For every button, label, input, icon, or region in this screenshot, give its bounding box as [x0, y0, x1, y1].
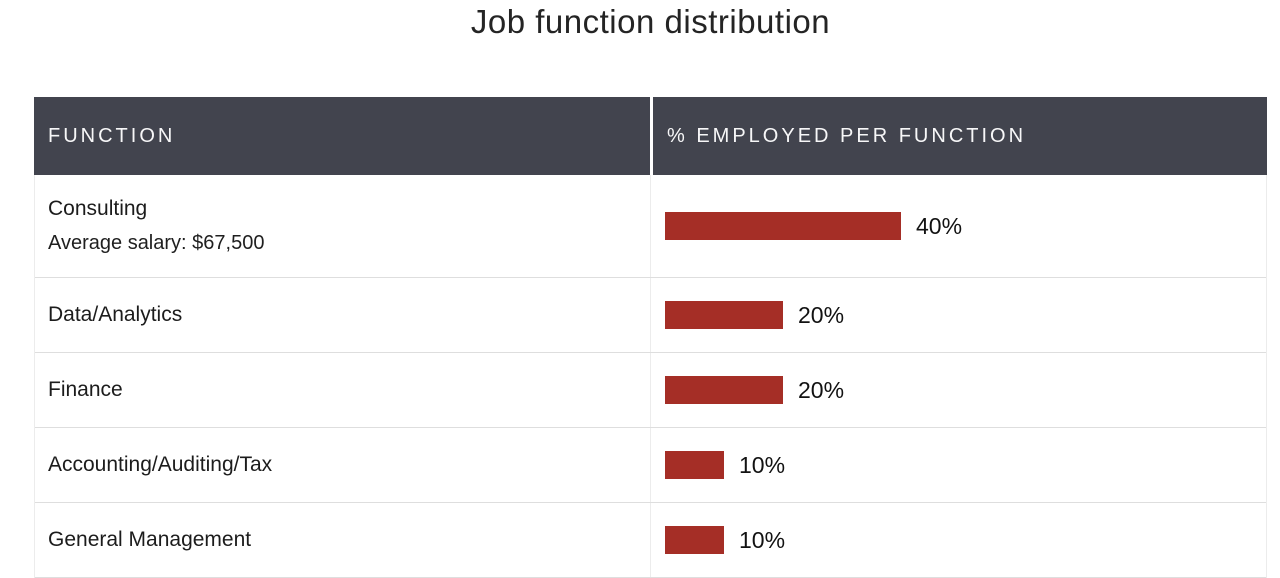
percent-label: 20%: [798, 376, 845, 403]
table-row: Accounting/Auditing/Tax 10%: [35, 428, 1266, 503]
salary-subtext: Average salary: $67,500: [48, 232, 265, 254]
percent-cell: 10%: [650, 428, 1266, 502]
page-title: Job function distribution: [470, 3, 831, 40]
function-label: General Management: [48, 528, 252, 551]
function-cell: General Management: [35, 506, 650, 574]
table-header-function: Function: [34, 97, 650, 175]
function-label: Finance: [48, 378, 123, 401]
job-function-table: Function % Employed per function Consult…: [34, 97, 1267, 578]
table-body: Consulting Average salary: $67,500 40% D…: [34, 175, 1267, 578]
percent-bar: [665, 526, 724, 554]
percent-bar: [665, 212, 901, 240]
function-cell: Data/Analytics: [35, 281, 650, 349]
table-row: General Management 10%: [35, 503, 1266, 578]
percent-cell: 20%: [650, 278, 1266, 352]
function-label: Consulting: [48, 197, 148, 220]
function-cell: Finance: [35, 356, 650, 424]
table-header-row: Function % Employed per function: [34, 97, 1267, 175]
percent-bar: [665, 451, 724, 479]
percent-cell: 40%: [650, 175, 1266, 277]
percent-cell: 20%: [650, 353, 1266, 427]
function-cell: Consulting Average salary: $67,500: [35, 175, 650, 277]
table-row: Data/Analytics 20%: [35, 278, 1266, 353]
percent-label: 10%: [739, 451, 786, 478]
percent-label: 20%: [798, 301, 845, 328]
percent-bar: [665, 301, 783, 329]
function-label: Data/Analytics: [48, 303, 183, 326]
table-header-percent-employed: % Employed per function: [653, 97, 1267, 175]
function-cell: Accounting/Auditing/Tax: [35, 431, 650, 499]
table-row: Consulting Average salary: $67,500 40%: [35, 175, 1266, 278]
table-row: Finance 20%: [35, 353, 1266, 428]
function-label: Accounting/Auditing/Tax: [48, 453, 273, 476]
percent-bar: [665, 376, 783, 404]
percent-cell: 10%: [650, 503, 1266, 577]
percent-label: 10%: [739, 526, 786, 553]
percent-label: 40%: [916, 212, 963, 239]
